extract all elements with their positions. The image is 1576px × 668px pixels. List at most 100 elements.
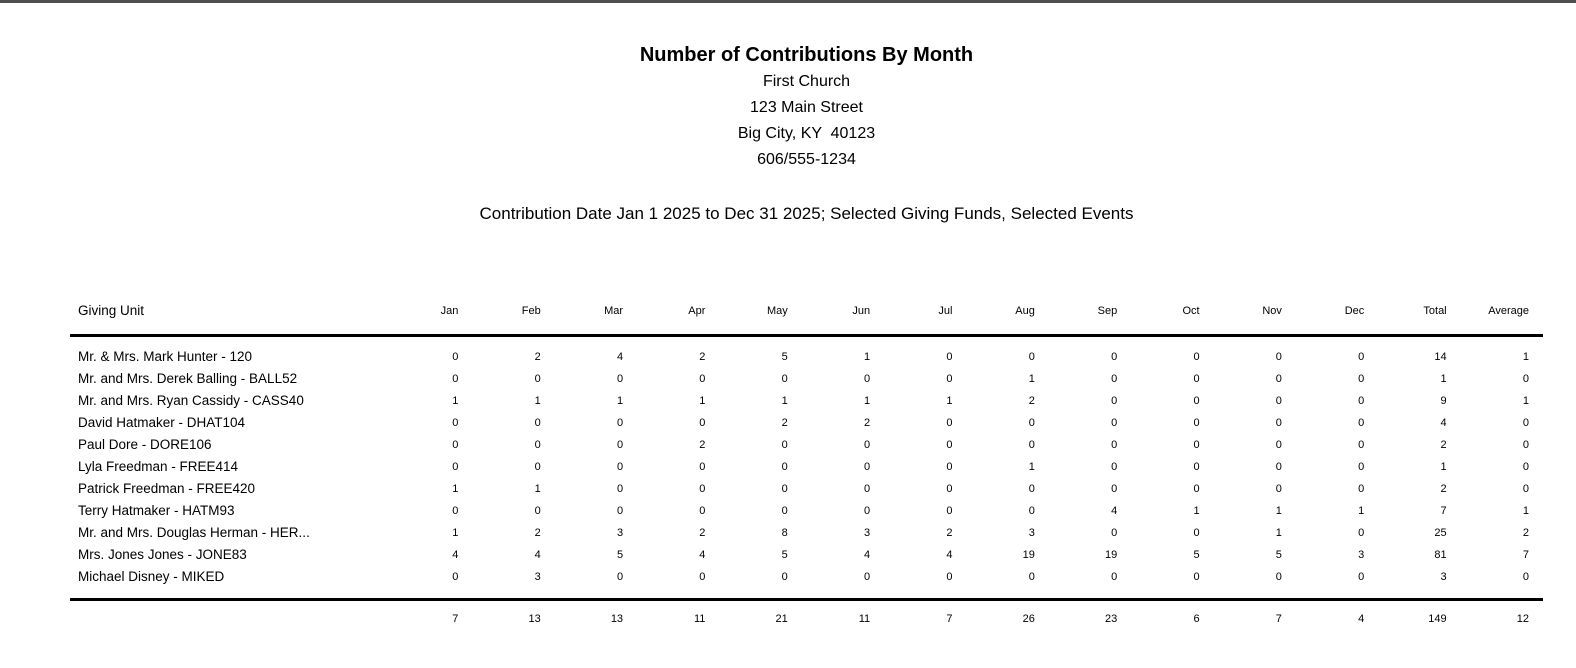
value-cell-dec: 0 (1358, 395, 1365, 407)
value-cell-aug: 1 (1028, 461, 1035, 473)
value-cell-dec: 3 (1358, 549, 1365, 561)
value-cell-mar: 1 (616, 395, 624, 407)
value-cell-nov: 0 (1275, 439, 1282, 451)
giving-unit-name: Mr. and Mrs. Douglas Herman - HER... (78, 525, 310, 540)
giving-unit-name: Mrs. Jones Jones - JONE83 (78, 547, 247, 562)
column-header-nov: Nov (1262, 305, 1282, 317)
value-cell-mar: 3 (616, 527, 624, 539)
value-cell-jan: 0 (452, 373, 459, 385)
page-top-border (0, 0, 1576, 3)
table-body: Mr. & Mrs. Mark Hunter - 120 0 2 4 2 5 1 0 0 0 0 0 0… (70, 346, 1543, 588)
value-cell-feb: 3 (534, 571, 541, 583)
report-criteria: Contribution Date Jan 1 2025 to Dec 31 2… (479, 204, 1134, 223)
column-header-dec: Dec (1344, 305, 1365, 317)
table-row: David Hatmaker - DHAT104 0 0 0 0 2 2 0 0 0 0 0 0 4 0 (70, 412, 1543, 434)
value-cell-apr: 4 (699, 549, 706, 561)
giving-unit-name: Mr. and Mrs. Ryan Cassidy - CASS40 (78, 393, 304, 408)
value-cell-sep: 0 (1111, 571, 1118, 583)
value-cell-total: 9 (1440, 395, 1447, 407)
value-cell-nov: 0 (1275, 417, 1282, 429)
value-cell-oct: 0 (1193, 527, 1200, 539)
value-cell-apr: 0 (699, 461, 706, 473)
value-cell-dec: 1 (1358, 505, 1365, 517)
value-cell-jul: 1 (946, 395, 953, 407)
value-cell-apr: 0 (699, 417, 706, 429)
value-cell-jun: 3 (864, 527, 871, 539)
value-cell-jun: 0 (864, 439, 871, 451)
value-cell-average: 7 (1522, 549, 1529, 561)
value-cell-apr: 0 (699, 483, 706, 495)
value-cell-jun: 0 (864, 505, 871, 517)
value-cell-jun: 0 (864, 373, 871, 385)
value-cell-feb: 0 (534, 461, 541, 473)
total-cell-aug: 26 (1022, 613, 1035, 625)
value-cell-jul: 2 (946, 527, 953, 539)
giving-unit-name: Mr. & Mrs. Mark Hunter - 120 (78, 349, 253, 364)
value-cell-average: 1 (1522, 395, 1529, 407)
value-cell-may: 8 (781, 527, 788, 539)
value-cell-oct: 0 (1193, 395, 1200, 407)
table-header-row: Giving Unit Jan Feb Mar Apr May Jun Jul Aug Sep O… (70, 300, 1543, 322)
value-cell-nov: 0 (1275, 571, 1282, 583)
value-cell-nov: 1 (1275, 505, 1282, 517)
table-row: Paul Dore - DORE106 0 0 0 2 0 0 0 0 0 0 0 0 2 0 (70, 434, 1543, 456)
report-title: Number of Contributions By Month (639, 44, 974, 66)
value-cell-total: 1 (1440, 373, 1447, 385)
value-cell-jun: 1 (864, 395, 871, 407)
value-cell-apr: 0 (699, 505, 706, 517)
value-cell-mar: 0 (616, 417, 624, 429)
table-row: Lyla Freedman - FREE414 0 0 0 0 0 0 0 1 0 0 0 0 1 0 (70, 456, 1543, 478)
value-cell-dec: 0 (1358, 417, 1365, 429)
giving-unit-name: Lyla Freedman - FREE414 (78, 459, 239, 474)
value-cell-jul: 0 (946, 439, 953, 451)
value-cell-may: 1 (781, 395, 788, 407)
value-cell-may: 0 (781, 483, 788, 495)
header-rule (70, 334, 1543, 337)
table-row: Mr. and Mrs. Ryan Cassidy - CASS40 1 1 1 1 1 1… (70, 390, 1543, 412)
total-cell-sep: 23 (1104, 613, 1118, 625)
giving-unit-name: Patrick Freedman - FREE420 (78, 481, 256, 496)
value-cell-feb: 0 (534, 505, 541, 517)
value-cell-sep: 0 (1111, 395, 1118, 407)
org-address-street: 123 Main Street (750, 99, 863, 116)
org-address-city: Big City, KY 40123 (737, 125, 876, 142)
column-header-jan: Jan (440, 305, 459, 317)
value-cell-average: 0 (1522, 571, 1529, 583)
value-cell-jul: 0 (946, 483, 953, 495)
value-cell-total: 2 (1440, 483, 1447, 495)
value-cell-jun: 1 (864, 351, 871, 363)
total-cell-jan: 7 (452, 613, 459, 625)
total-cell-dec: 4 (1358, 613, 1365, 625)
value-cell-mar: 0 (616, 461, 624, 473)
value-cell-total: 14 (1434, 351, 1447, 363)
value-cell-sep: 0 (1111, 373, 1118, 385)
totals-row-spacer (70, 608, 390, 630)
value-cell-mar: 4 (616, 351, 624, 363)
value-cell-total: 1 (1440, 461, 1447, 473)
totals-row: 7 13 13 11 21 11 7 26 23 6 7 4 149 12 (70, 608, 1543, 630)
value-cell-apr: 0 (699, 571, 706, 583)
value-cell-feb: 4 (534, 549, 541, 561)
value-cell-jul: 4 (946, 549, 953, 561)
value-cell-total: 25 (1434, 527, 1447, 539)
value-cell-dec: 0 (1358, 439, 1365, 451)
value-cell-apr: 2 (699, 527, 706, 539)
table-row: Mr. and Mrs. Douglas Herman - HER... 1 2 3 2… (70, 522, 1543, 544)
table-row: Patrick Freedman - FREE420 1 1 0 0 0 0 0 0 0 0 0 0 2 0 (70, 478, 1543, 500)
column-header-aug: Aug (1015, 305, 1035, 317)
value-cell-aug: 1 (1028, 373, 1035, 385)
value-cell-sep: 0 (1111, 417, 1118, 429)
value-cell-total: 81 (1434, 549, 1447, 561)
value-cell-aug: 2 (1028, 395, 1035, 407)
total-cell-oct: 6 (1193, 613, 1200, 625)
value-cell-average: 0 (1522, 417, 1529, 429)
value-cell-jan: 4 (452, 549, 459, 561)
value-cell-may: 2 (781, 417, 788, 429)
value-cell-nov: 1 (1275, 527, 1282, 539)
total-cell-average: 12 (1516, 613, 1529, 625)
value-cell-feb: 0 (534, 373, 541, 385)
giving-unit-name: Michael Disney - MIKED (78, 569, 225, 584)
value-cell-aug: 0 (1028, 439, 1035, 451)
value-cell-jan: 0 (452, 571, 459, 583)
value-cell-feb: 1 (534, 483, 541, 495)
